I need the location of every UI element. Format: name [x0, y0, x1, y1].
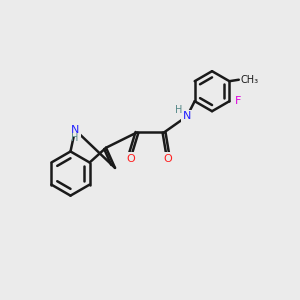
- Text: N: N: [71, 125, 79, 135]
- Text: N: N: [183, 111, 191, 121]
- Text: F: F: [234, 96, 241, 106]
- Text: O: O: [163, 154, 172, 164]
- Text: O: O: [126, 154, 135, 164]
- Text: CH₃: CH₃: [240, 75, 258, 85]
- Text: H: H: [175, 105, 182, 115]
- Text: H: H: [71, 133, 79, 143]
